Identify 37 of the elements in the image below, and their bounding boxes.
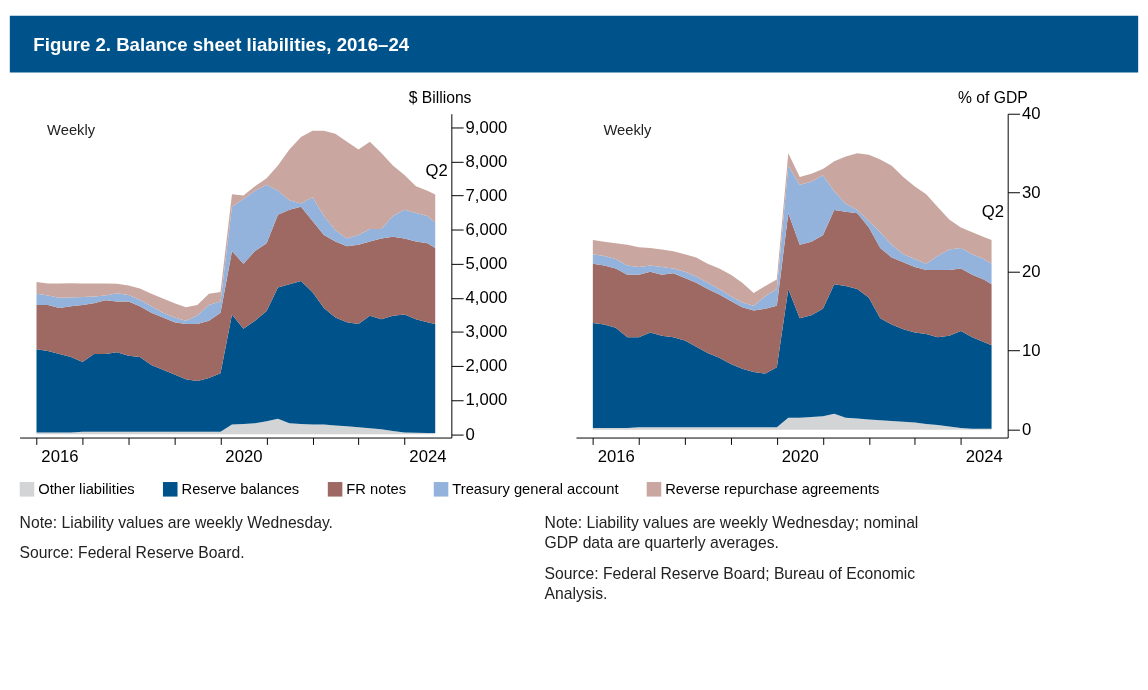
y-tick-label: 30 [1021, 183, 1041, 203]
y-tick-label: 0 [1021, 420, 1032, 440]
source-note: Source: Federal Reserve Board. [19, 544, 245, 562]
y-tick-label: 5,000 [465, 254, 508, 274]
y-tick-label: 4,000 [465, 288, 508, 308]
y-tick-label: 10 [1021, 341, 1041, 361]
legend-label: FR notes [346, 481, 407, 498]
x-tick-label: 2020 [225, 446, 263, 466]
y-tick-label: 6,000 [465, 220, 508, 240]
legend-label: Treasury general account [452, 481, 619, 498]
x-tick-label: 2024 [965, 446, 1003, 466]
y-tick-label: 1,000 [465, 390, 508, 410]
y-axis-title: $ Billions [408, 89, 472, 107]
annotation: Weekly [47, 122, 96, 139]
y-tick-label: 40 [1021, 104, 1041, 124]
y-tick-label: 9,000 [465, 117, 508, 137]
annotation: Weekly [603, 122, 653, 139]
y-tick-label: 2,000 [465, 356, 508, 376]
annotation: Q2 [981, 201, 1005, 221]
text: Note: Liability values are weekly Wednesday; nominal GDP data are quarterly averages. [544, 513, 919, 552]
chart-title: Figure 2. Balance sheet liabilities, 2016–24 [33, 33, 410, 55]
x-tick-label: 2024 [409, 446, 447, 466]
y-tick-label: 0 [465, 424, 475, 444]
y-tick-label: 8,000 [465, 151, 508, 171]
annotation: Q2 [425, 160, 448, 180]
source-note: Source: Federal Reserve Board; Bureau of Economic Analysis. [544, 564, 916, 603]
x-tick-label: 2016 [597, 446, 635, 466]
x-tick-label: 2016 [41, 446, 79, 466]
y-axis-title: % of GDP [958, 89, 1028, 107]
y-tick-label: 3,000 [465, 322, 508, 342]
legend-label: Reserve balances [181, 481, 300, 498]
legend-label: Reverse repurchase agreements [665, 481, 880, 498]
legend-label: Other liabilities [38, 481, 135, 498]
x-tick-label: 2020 [781, 446, 819, 466]
y-tick-label: 20 [1021, 262, 1041, 282]
y-tick-label: 7,000 [465, 185, 508, 205]
text: Note: Liability values are weekly Wednesday. [19, 513, 333, 531]
